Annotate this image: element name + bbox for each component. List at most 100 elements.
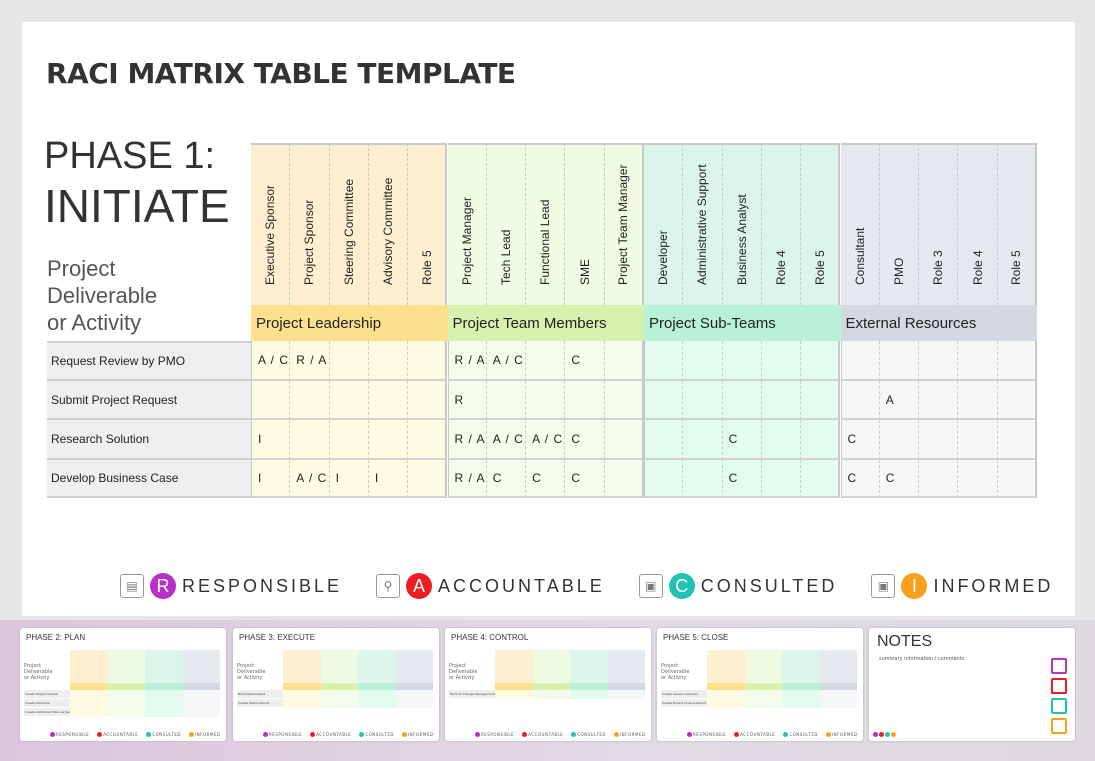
raci-cell[interactable]: C [565,460,605,498]
raci-cell[interactable] [919,420,959,460]
raci-cell[interactable]: C [840,460,880,498]
raci-cell[interactable] [604,381,644,420]
raci-cell[interactable] [644,341,684,381]
raci-cell[interactable] [683,381,723,420]
thumbnail-group-cells [570,690,608,699]
raci-cell[interactable]: A / C [486,420,527,460]
raci-cell[interactable]: A / C [290,460,330,498]
raci-cell[interactable] [368,420,409,460]
raci-cell[interactable] [801,460,841,498]
raci-cell[interactable] [526,381,566,420]
raci-cell[interactable] [958,460,998,498]
raci-cell[interactable] [997,341,1037,381]
raci-cell[interactable] [997,460,1037,498]
raci-cell[interactable] [486,381,527,420]
raci-cell[interactable]: I [329,460,369,498]
raci-cell[interactable] [683,341,723,381]
magnifier-person-icon [1051,678,1067,694]
raci-cell[interactable] [801,420,841,460]
raci-cell[interactable] [761,420,802,460]
raci-cell[interactable]: C [565,420,605,460]
raci-cell[interactable] [368,381,409,420]
raci-cell[interactable] [958,341,998,381]
raci-cell[interactable] [604,460,644,498]
slide-thumbnail[interactable]: PHASE 2: PLAN Project Deliverable or Activi… [20,628,226,741]
raci-cell[interactable] [408,381,448,420]
raci-cell[interactable] [565,381,605,420]
raci-cell[interactable] [879,341,920,381]
raci-cell[interactable]: R [447,381,487,420]
raci-cell[interactable] [604,341,644,381]
legend-label: ACCOUNTABLE [438,575,605,596]
raci-cell[interactable]: I [368,460,409,498]
raci-cell[interactable] [801,341,841,381]
raci-cell[interactable] [879,420,920,460]
raci-cell[interactable] [958,381,998,420]
raci-cell[interactable]: C [722,420,762,460]
raci-cell[interactable] [408,341,448,381]
thumbnail-group-header [707,650,745,683]
raci-cell[interactable] [919,341,959,381]
slide-thumbnail[interactable]: PHASE 3: EXECUTE Project Deliverable or Act… [233,628,439,741]
raci-cell[interactable]: R / A [447,460,487,498]
raci-cell[interactable]: C [486,460,527,498]
notes-thumbnail[interactable]: NOTES summary information / comments [869,628,1075,741]
raci-cell[interactable] [761,341,802,381]
raci-cell[interactable]: A / C [526,420,566,460]
slide-thumbnail[interactable]: PHASE 4: CONTROL Project Deliverable or Act… [445,628,651,741]
raci-cell[interactable] [997,381,1037,420]
role-header: Advisory Committee [368,143,409,305]
raci-cell[interactable] [683,420,723,460]
raci-cell[interactable] [644,460,684,498]
raci-cell[interactable]: I [251,420,291,460]
raci-cell[interactable] [368,341,409,381]
raci-cell[interactable]: A / C [486,341,527,381]
raci-cell[interactable]: R / A [447,420,487,460]
thumbnail-group-band [495,683,533,690]
raci-cell[interactable] [408,420,448,460]
raci-cell[interactable] [683,460,723,498]
raci-cell[interactable] [958,420,998,460]
raci-cell[interactable] [840,381,880,420]
raci-cell[interactable]: C [840,420,880,460]
role-label: Role 5 [1009,250,1024,285]
raci-cell[interactable] [722,381,762,420]
raci-cell[interactable] [840,341,880,381]
raci-cell[interactable] [761,381,802,420]
thumbnail-legend-dot [97,732,103,737]
raci-cell[interactable] [290,420,330,460]
raci-cell[interactable] [604,420,644,460]
raci-cell[interactable] [997,420,1037,460]
raci-cell[interactable] [329,341,369,381]
raci-cell[interactable]: R / A [447,341,487,381]
raci-cell[interactable]: C [722,460,762,498]
raci-cell[interactable] [408,460,448,498]
raci-cell[interactable]: R / A [290,341,330,381]
thumbnail-legend-label: RESPONSIBLE [693,731,727,737]
raci-cell[interactable] [801,381,841,420]
raci-cell[interactable] [919,460,959,498]
raci-cell[interactable]: A / C [251,341,291,381]
role-header: Role 4 [958,143,998,305]
raci-cell[interactable] [644,420,684,460]
raci-cell[interactable]: C [565,341,605,381]
raci-cell[interactable] [644,381,684,420]
raci-cell[interactable] [761,460,802,498]
thumbnail-group-band [607,683,645,690]
raci-cell[interactable] [526,341,566,381]
thumbnail-group-band [744,683,782,690]
raci-cell[interactable] [329,381,369,420]
raci-cell[interactable]: C [526,460,566,498]
role-label: Role 5 [419,250,434,285]
raci-cell[interactable]: I [251,460,291,498]
raci-cell[interactable] [722,341,762,381]
thumbnail-deliverable-heading: Project Deliverable or Activity [449,663,489,681]
raci-cell[interactable]: C [879,460,920,498]
raci-cell[interactable] [251,381,291,420]
thumbnail-group-header [70,650,108,683]
slide-thumbnail[interactable]: PHASE 5: CLOSE Project Deliverable or Activ… [657,628,863,741]
raci-cell[interactable] [329,420,369,460]
raci-cell[interactable] [919,381,959,420]
raci-cell[interactable] [290,381,330,420]
raci-cell[interactable]: A [879,381,920,420]
